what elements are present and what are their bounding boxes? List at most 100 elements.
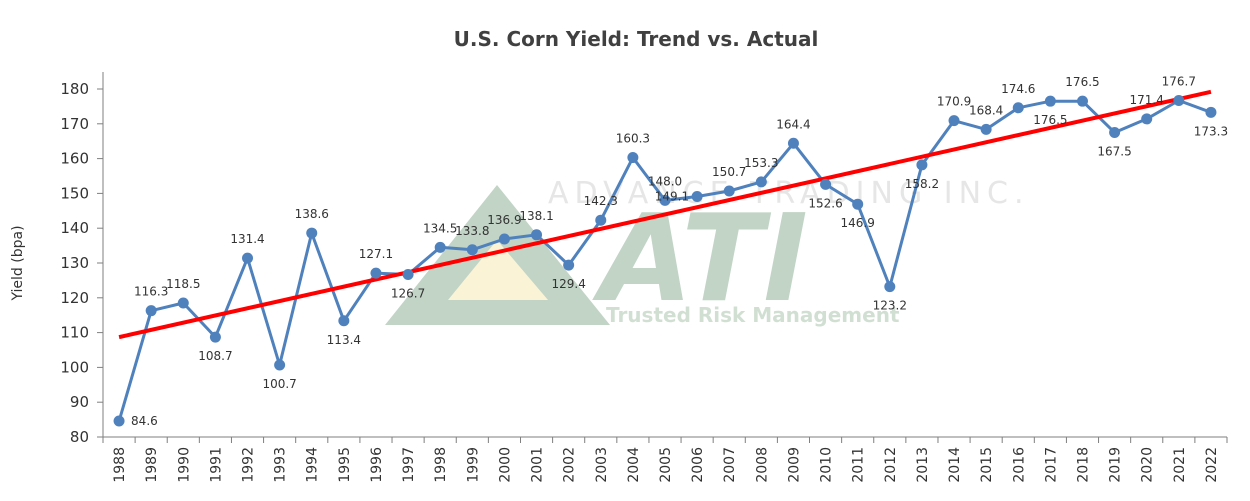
data-point [402, 268, 414, 280]
data-label: 164.4 [776, 117, 810, 131]
y-tick-label: 80 [70, 428, 89, 446]
data-point [498, 233, 510, 245]
x-tick-label: 2010 [819, 447, 835, 483]
data-point [755, 176, 767, 188]
data-point [659, 194, 671, 206]
y-tick-label: 120 [60, 289, 89, 307]
data-point [370, 267, 382, 279]
data-point [177, 297, 189, 309]
x-tick-label: 2009 [786, 447, 802, 483]
x-tick-label: 2016 [1011, 447, 1027, 483]
x-tick-label: 2011 [851, 447, 867, 483]
x-tick-label: 1989 [144, 447, 160, 483]
data-label: 170.9 [937, 95, 971, 109]
chart-title: U.S. Corn Yield: Trend vs. Actual [454, 27, 819, 51]
y-tick-label: 90 [70, 393, 89, 411]
x-tick-label: 2007 [722, 447, 738, 483]
data-label: 133.8 [455, 224, 489, 238]
x-tick-label: 1991 [208, 447, 224, 483]
x-tick-label: 1992 [241, 447, 257, 483]
data-label: 129.4 [551, 277, 585, 291]
watermark-company-name: ADVANCE TRADING INC. [548, 176, 1030, 211]
data-label: 146.9 [841, 216, 875, 230]
data-point [242, 252, 254, 264]
data-point [531, 229, 543, 241]
data-label: 113.4 [327, 333, 361, 347]
x-tick-label: 2013 [915, 447, 931, 483]
data-point [466, 244, 478, 256]
data-point [563, 259, 575, 271]
data-label: 131.4 [230, 232, 264, 246]
data-label: 150.7 [712, 165, 746, 179]
x-tick-label: 1995 [337, 447, 353, 483]
x-tick-label: 2015 [979, 447, 995, 483]
x-tick-label: 2012 [883, 447, 899, 483]
data-point [306, 227, 318, 239]
data-point [113, 415, 125, 427]
y-tick-label: 130 [60, 254, 89, 272]
data-label: 176.5 [1065, 75, 1099, 89]
y-tick-label: 110 [60, 324, 89, 342]
x-tick-label: 1999 [465, 447, 481, 483]
y-tick-label: 140 [60, 219, 89, 237]
y-tick-label: 100 [60, 358, 89, 376]
data-label: 171.4 [1130, 93, 1164, 107]
data-label: 126.7 [391, 286, 425, 300]
data-point [1076, 95, 1088, 107]
data-label: 173.3 [1194, 124, 1228, 138]
data-label: 168.4 [969, 103, 1003, 117]
data-label: 142.3 [584, 194, 618, 208]
x-tick-label: 1994 [305, 447, 321, 483]
x-tick-label: 1993 [273, 447, 289, 483]
data-label: 134.5 [423, 221, 457, 235]
x-tick-label: 2017 [1043, 447, 1059, 483]
data-point [787, 137, 799, 149]
data-point [595, 214, 607, 226]
data-label: 176.7 [1162, 74, 1196, 88]
x-tick-label: 2005 [658, 447, 674, 483]
data-point [884, 281, 896, 293]
data-label: 160.3 [616, 132, 650, 146]
x-tick-label: 2008 [754, 447, 770, 483]
data-label: 152.6 [808, 196, 842, 210]
data-point [1141, 113, 1153, 125]
x-tick-label: 1998 [433, 447, 449, 483]
y-tick-label: 150 [60, 184, 89, 202]
data-label: 123.2 [873, 299, 907, 313]
data-label: 138.6 [295, 207, 329, 221]
x-tick-label: 2006 [690, 447, 706, 483]
data-label: 116.3 [134, 285, 168, 299]
data-label: 149.1 [655, 190, 689, 204]
y-tick-label: 170 [60, 115, 89, 133]
data-point [627, 152, 639, 164]
data-label: 158.2 [905, 177, 939, 191]
watermark-logo-text: ATI [592, 190, 808, 329]
watermark-tagline: Trusted Risk Management [606, 303, 900, 327]
x-tick-label: 2018 [1075, 447, 1091, 483]
data-label: 136.9 [487, 213, 521, 227]
trend-line [118, 89, 1212, 340]
data-label: 138.1 [519, 209, 553, 223]
data-label: 100.7 [262, 377, 296, 391]
data-point [916, 159, 928, 171]
x-tick-label: 2000 [497, 447, 513, 483]
x-tick-label: 2004 [626, 447, 642, 483]
x-tick-label: 1990 [176, 447, 192, 483]
y-tick-label: 160 [60, 150, 89, 168]
watermark: ADVANCE TRADING INC. ATI Trusted Risk Ma… [385, 176, 1030, 329]
watermark-triangle-inner [448, 240, 548, 300]
data-point [723, 185, 735, 197]
data-label: 176.5 [1033, 113, 1067, 127]
data-label: 148.0 [648, 174, 682, 188]
data-point [852, 198, 864, 210]
data-points [113, 94, 1217, 427]
data-point [434, 241, 446, 253]
y-tick-label: 180 [60, 80, 89, 98]
x-tick-label: 2019 [1108, 447, 1124, 483]
data-point [820, 178, 832, 190]
data-point [980, 123, 992, 135]
y-axis-ticks: 80 90 100 110 120 130 140 150 160 170 180 [60, 80, 103, 446]
data-label: 153.3 [744, 156, 778, 170]
